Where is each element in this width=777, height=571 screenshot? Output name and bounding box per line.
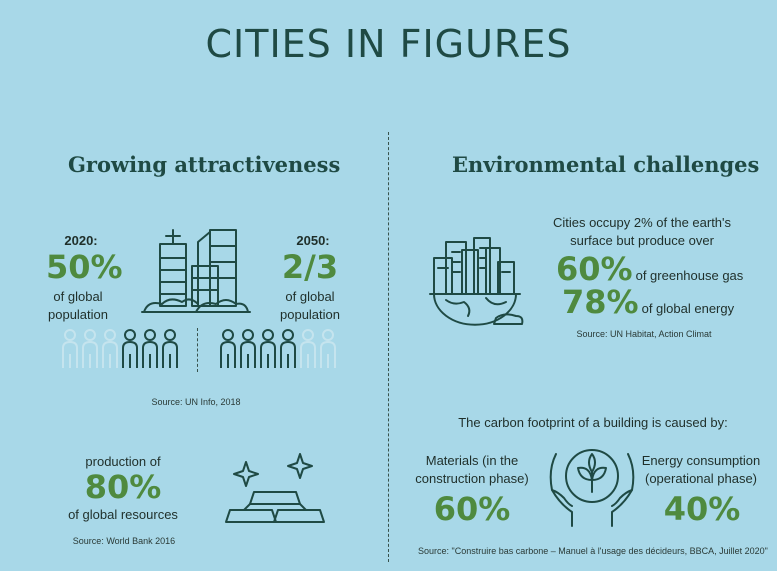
skyscrapers-icon — [140, 226, 252, 318]
ghg-row: 60% of greenhouse gas — [556, 252, 743, 286]
people-2050-icon — [216, 328, 340, 374]
env-intro: Cities occupy 2% of the earth's surface … — [552, 215, 732, 248]
hands-plant-icon — [542, 434, 642, 530]
production-value: 80% — [84, 468, 162, 506]
person-icon — [62, 329, 78, 368]
person-icon — [122, 329, 138, 368]
people-2020-icon — [58, 328, 182, 374]
energy-cons-label: Energy consumption (operational phase) — [641, 453, 761, 486]
person-icon — [162, 329, 178, 368]
desc-2020: of global population — [48, 289, 108, 322]
production-label: production of — [85, 454, 161, 469]
person-icon — [260, 329, 276, 368]
source-resources: Source: World Bank 2016 — [72, 536, 176, 546]
gold-bars-icon — [222, 452, 334, 526]
people-divider — [197, 328, 198, 372]
value-2050: 2/3 — [281, 248, 339, 286]
desc-2050: of global population — [280, 289, 340, 322]
source-carbon: Source: "Construire bas carbone – Manuel… — [418, 546, 768, 556]
materials-value: 60% — [433, 490, 511, 528]
energy-desc: of global energy — [641, 301, 735, 316]
source-env: Source: UN Habitat, Action Climat — [576, 329, 712, 339]
year-2020-label: 2020: — [64, 233, 98, 248]
materials-label: Materials (in the construction phase) — [415, 453, 529, 486]
person-icon — [240, 329, 256, 368]
value-2020: 50% — [46, 248, 123, 286]
carbon-title: The carbon footprint of a building is ca… — [458, 415, 728, 430]
ghg-value: 60% — [556, 250, 633, 288]
energy-row: 78% of global energy — [562, 285, 734, 319]
page-title: CITIES IN FIGURES — [205, 22, 572, 66]
person-icon — [320, 329, 336, 368]
person-icon — [280, 329, 296, 368]
person-icon — [220, 329, 236, 368]
sparkle-icon — [233, 461, 259, 487]
sparkle-icon — [287, 453, 313, 479]
energy-cons-value: 40% — [663, 490, 741, 528]
heading-growing-attractiveness: Growing attractiveness — [68, 152, 341, 177]
production-desc: of global resources — [68, 507, 178, 522]
person-icon — [82, 329, 98, 368]
person-icon — [102, 329, 118, 368]
person-icon — [142, 329, 158, 368]
heading-environmental-challenges: Environmental challenges — [452, 152, 760, 177]
energy-value: 78% — [562, 283, 639, 321]
ghg-desc: of greenhouse gas — [635, 268, 744, 283]
source-population: Source: UN Info, 2018 — [151, 397, 241, 407]
section-divider — [388, 132, 389, 562]
person-icon — [300, 329, 316, 368]
city-globe-icon — [424, 236, 526, 330]
year-2050-label: 2050: — [296, 233, 330, 248]
